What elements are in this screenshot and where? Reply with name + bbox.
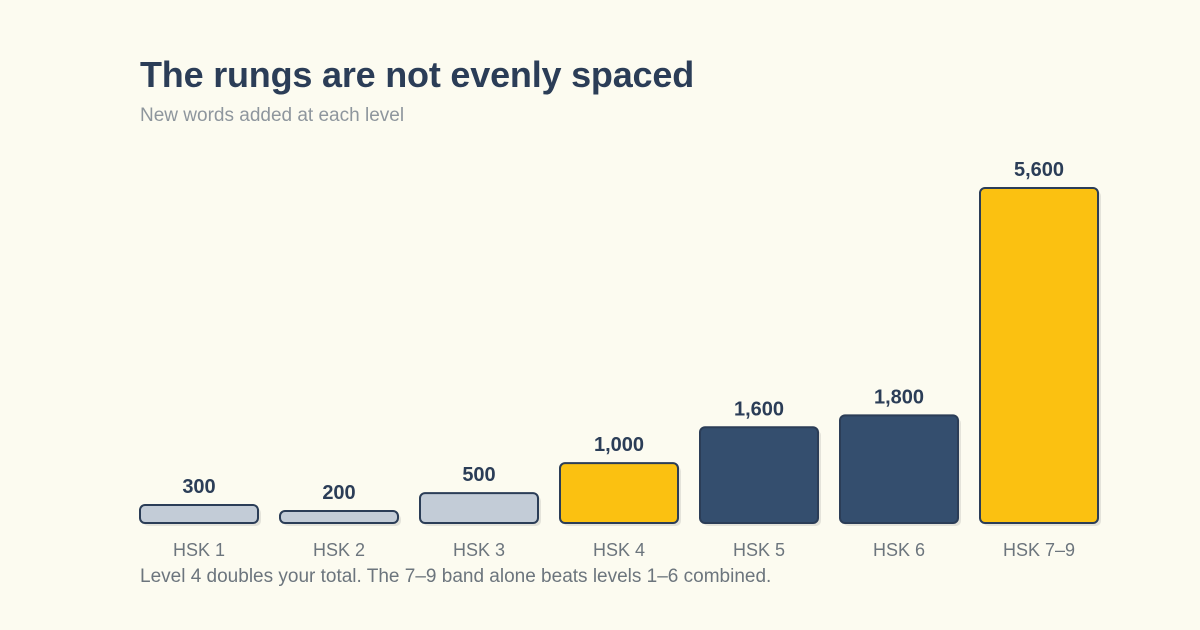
value-label-hsk-6: 1,800 — [874, 386, 924, 408]
tick-label-hsk-1: HSK 1 — [173, 540, 225, 560]
bar-hsk-6 — [839, 414, 959, 525]
bar-hsk-4 — [559, 462, 679, 524]
tick-label-hsk-2: HSK 2 — [313, 540, 365, 560]
bar-hsk-5 — [699, 426, 819, 524]
value-label-hsk-7-9: 5,600 — [1014, 159, 1064, 181]
bar-hsk-1 — [139, 504, 259, 524]
bar-hsk-3 — [419, 492, 539, 525]
chart-annotation: Level 4 doubles your total. The 7–9 band… — [140, 566, 772, 587]
bar-hsk-2 — [279, 510, 399, 524]
tick-label-hsk-5: HSK 5 — [733, 540, 785, 560]
value-label-hsk-2: 200 — [322, 482, 355, 504]
tick-label-hsk-3: HSK 3 — [453, 540, 505, 560]
bar-hsk-7-9 — [979, 187, 1099, 524]
value-label-hsk-3: 500 — [462, 464, 495, 486]
value-label-hsk-1: 300 — [182, 476, 215, 498]
chart-title: The rungs are not evenly spaced — [140, 54, 694, 95]
tick-label-hsk-6: HSK 6 — [873, 540, 925, 560]
value-label-hsk-5: 1,600 — [734, 398, 784, 420]
chart-subtitle: New words added at each level — [140, 105, 405, 126]
value-label-hsk-4: 1,000 — [594, 434, 644, 456]
tick-label-hsk-7-9: HSK 7–9 — [1003, 540, 1075, 560]
tick-label-hsk-4: HSK 4 — [593, 540, 645, 560]
